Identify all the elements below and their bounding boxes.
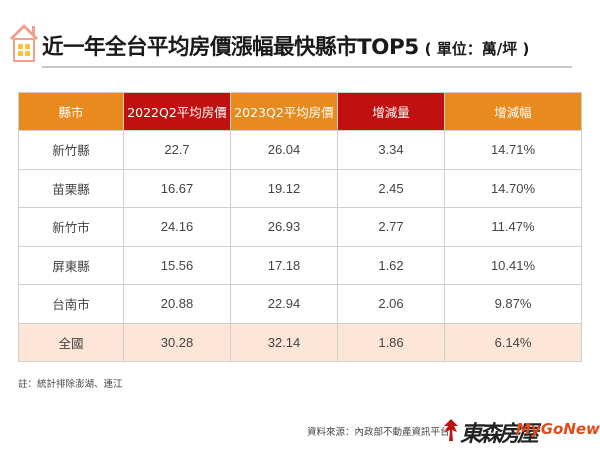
cell-change: 3.34 <box>337 130 445 170</box>
title-divider <box>42 66 572 68</box>
price-table: 縣市 2022Q2平均房價 2023Q2平均房價 增減量 增減幅 新竹縣 22.… <box>18 92 582 362</box>
cell-2022q2: 22.7 <box>123 130 231 170</box>
unit-label: ( 單位：萬/坪 ) <box>424 40 530 58</box>
cell-2022q2: 20.88 <box>123 284 231 324</box>
cell-rate: 9.87% <box>444 284 582 324</box>
cell-change: 2.77 <box>337 207 445 247</box>
column-header-2022q2: 2022Q2平均房價 <box>123 92 231 131</box>
cell-city: 苗栗縣 <box>18 168 124 208</box>
brand-mark-icon <box>444 419 458 441</box>
column-header-city: 縣市 <box>18 92 124 131</box>
cell-city: 新竹縣 <box>18 130 124 170</box>
cell-city: 台南市 <box>18 284 124 324</box>
cell-rate: 14.71% <box>444 130 582 170</box>
cell-2022q2: 15.56 <box>123 245 231 285</box>
cell-city: 全國 <box>18 322 124 362</box>
brand-name-cn: 東森房屋 <box>460 421 539 447</box>
table-row-national: 全國 30.28 32.14 1.86 6.14% <box>18 322 582 362</box>
brand-name-en: MyGoNews <box>516 420 600 438</box>
cell-2023q2: 26.93 <box>230 207 338 247</box>
cell-change: 1.86 <box>337 322 445 362</box>
cell-city: 新竹市 <box>18 207 124 247</box>
cell-rate: 10.41% <box>444 245 582 285</box>
page-title-bar: 近一年全台平均房價漲幅最快縣市TOP5 ( 單位：萬/坪 ) <box>42 30 529 66</box>
cell-2023q2: 22.94 <box>230 284 338 324</box>
cell-change: 2.45 <box>337 168 445 208</box>
cell-rate: 11.47% <box>444 207 582 247</box>
footnote: 註：統計排除澎湖、連江 <box>18 379 123 390</box>
data-source: 資料來源：內政部不動產資訊平台 <box>307 427 450 438</box>
cell-2022q2: 30.28 <box>123 322 231 362</box>
table-header-row: 縣市 2022Q2平均房價 2023Q2平均房價 增減量 增減幅 <box>18 92 582 131</box>
cell-2023q2: 26.04 <box>230 130 338 170</box>
cell-rate: 6.14% <box>444 322 582 362</box>
cell-rate: 14.70% <box>444 168 582 208</box>
cell-city: 屏東縣 <box>18 245 124 285</box>
column-header-change: 增減量 <box>337 92 445 131</box>
cell-2022q2: 24.16 <box>123 207 231 247</box>
cell-2023q2: 19.12 <box>230 168 338 208</box>
cell-change: 1.62 <box>337 245 445 285</box>
table-row: 苗栗縣 16.67 19.12 2.45 14.70% <box>18 168 582 208</box>
cell-change: 2.06 <box>337 284 445 324</box>
table-row: 屏東縣 15.56 17.18 1.62 10.41% <box>18 245 582 285</box>
page-title: 近一年全台平均房價漲幅最快縣市TOP5 <box>42 35 419 60</box>
cell-2023q2: 17.18 <box>230 245 338 285</box>
column-header-rate: 增減幅 <box>444 92 582 131</box>
column-header-2023q2: 2023Q2平均房價 <box>230 92 338 131</box>
cell-2023q2: 32.14 <box>230 322 338 362</box>
table-row: 新竹縣 22.7 26.04 3.34 14.71% <box>18 130 582 170</box>
brand-logo: 東森房屋 MyGoNews <box>440 414 600 447</box>
table-row: 台南市 20.88 22.94 2.06 9.87% <box>18 284 582 324</box>
cell-2022q2: 16.67 <box>123 168 231 208</box>
table-row: 新竹市 24.16 26.93 2.77 11.47% <box>18 207 582 247</box>
house-icon <box>10 24 38 62</box>
